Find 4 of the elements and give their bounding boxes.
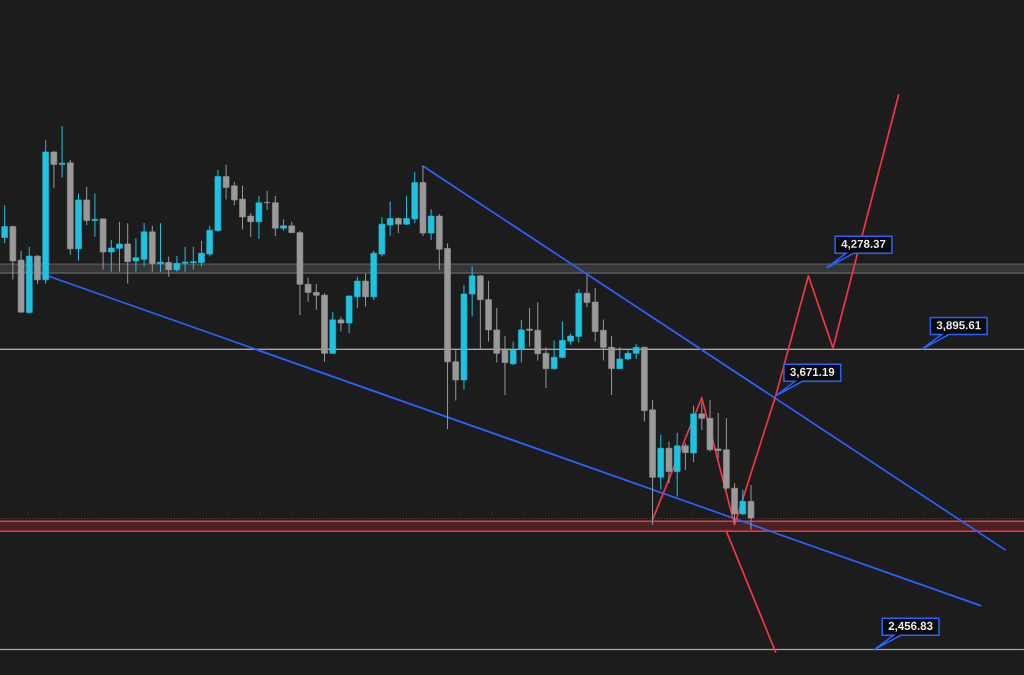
annotation: 3,671.19: [790, 367, 835, 378]
annotation: 4,278.37: [841, 239, 886, 250]
annotation: 3,895.61: [936, 321, 981, 331]
text: 2,456.83: [888, 621, 933, 632]
